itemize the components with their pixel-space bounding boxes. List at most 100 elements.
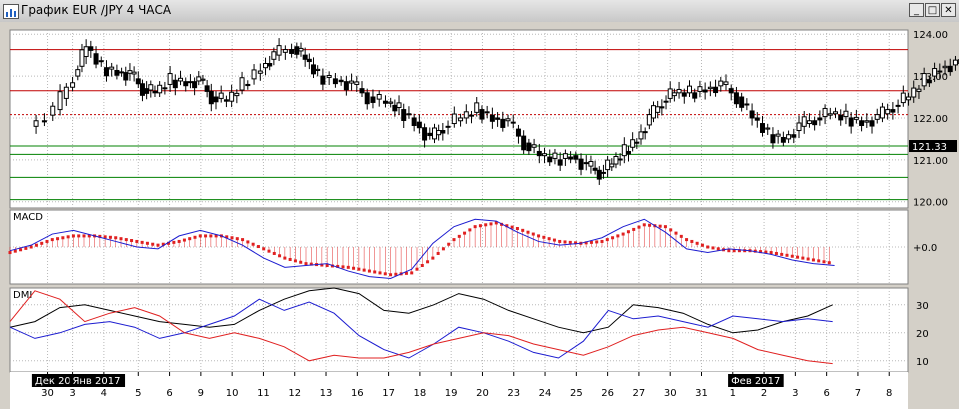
candle-body [411,117,417,126]
time-tick-label: 18 [414,388,427,399]
candle-body [343,81,349,91]
candle-body [354,81,360,85]
candle-body [445,125,451,128]
candle-body [200,78,206,81]
macd-signal-dot [415,267,419,271]
maximize-button[interactable]: □ [925,3,940,17]
candle-body [257,70,263,74]
candle-body [568,156,574,160]
close-button[interactable]: ✕ [941,3,956,17]
candle-body [651,105,657,119]
macd-zero-label: +0.0 [913,243,937,254]
candle-body [806,120,812,125]
candle-body [728,88,734,94]
time-tick-label: 24 [539,388,552,399]
candle-body [786,134,792,140]
candle-body [681,92,687,97]
candle-body [583,162,589,165]
candle-body [263,63,269,69]
candle-body [663,100,669,103]
candle-body [93,53,99,65]
macd-signal-dot [383,272,387,276]
candle-body [638,131,644,140]
candle-body [536,150,542,157]
candle-body [474,102,480,113]
candle-body [952,59,958,66]
candle-body [50,105,56,116]
candle-body [926,79,932,84]
candle-body [332,78,338,85]
candle-body [208,90,214,105]
candle-body [770,134,776,144]
candle-body [123,72,129,81]
candle-body [401,109,407,121]
candle-body [646,114,652,126]
candle-body [109,66,115,70]
candle-body [416,121,422,129]
time-tick-label: 30 [664,388,677,399]
candle-body [162,87,168,90]
candle-body [937,70,943,73]
candle-body [707,86,713,90]
candle-body [359,88,365,94]
candle-body [942,65,948,69]
candle-body [796,122,802,132]
macd-signal-dot [299,260,303,264]
candle-body [192,81,198,89]
candle-body [75,69,81,77]
candle-body [739,96,745,108]
candle-body [320,75,326,85]
candle-body [267,63,273,67]
candle-body [392,104,398,112]
candle-body [906,96,912,101]
candle-body [427,132,433,137]
candle-body [526,142,532,152]
candle-body [98,60,104,63]
price-axis-tick: 122.00 [913,114,948,125]
time-tick-label: 23 [507,388,520,399]
candle-body [718,80,724,87]
candle-body [135,78,141,85]
time-tick-label: 26 [601,388,614,399]
minimize-button[interactable]: _ [909,3,924,17]
candle-body [853,116,859,120]
candle-body [223,99,229,102]
candle-body [382,100,388,104]
candle-body [187,81,193,84]
candle-body [484,111,490,114]
candle-body [234,92,240,97]
candle-body [315,68,321,71]
candle-body [671,92,677,97]
candle-body [791,134,797,138]
time-tick-label: 20 [476,388,489,399]
candle-body [406,113,412,116]
candle-body [213,96,219,103]
candle-body [196,76,202,82]
price-axis-tick: 120.00 [913,198,948,209]
candle-body [879,106,885,119]
candle-body [239,77,245,91]
candle-body [760,123,766,133]
candle-body [282,49,288,53]
candle-body [349,80,355,84]
period-label: Фев 2017 [731,376,780,387]
candle-body [557,159,563,166]
time-tick-label: 6 [823,388,829,399]
candle-body [152,90,158,94]
candle-body [542,153,548,157]
candle-body [218,92,224,99]
candle-body [869,120,875,127]
dmi-label: DMI [13,290,32,301]
candle-body [178,77,184,82]
time-tick-label: 27 [633,388,646,399]
candle-body [127,70,133,74]
time-tick-label: 4 [101,388,107,399]
candle-body [874,114,880,120]
candle-body [88,46,94,51]
candle-body [229,91,235,102]
candle-body [838,114,844,121]
candle-body [592,167,598,171]
candle-body [900,92,906,104]
candle-body [298,47,304,52]
candle-body [396,102,402,108]
